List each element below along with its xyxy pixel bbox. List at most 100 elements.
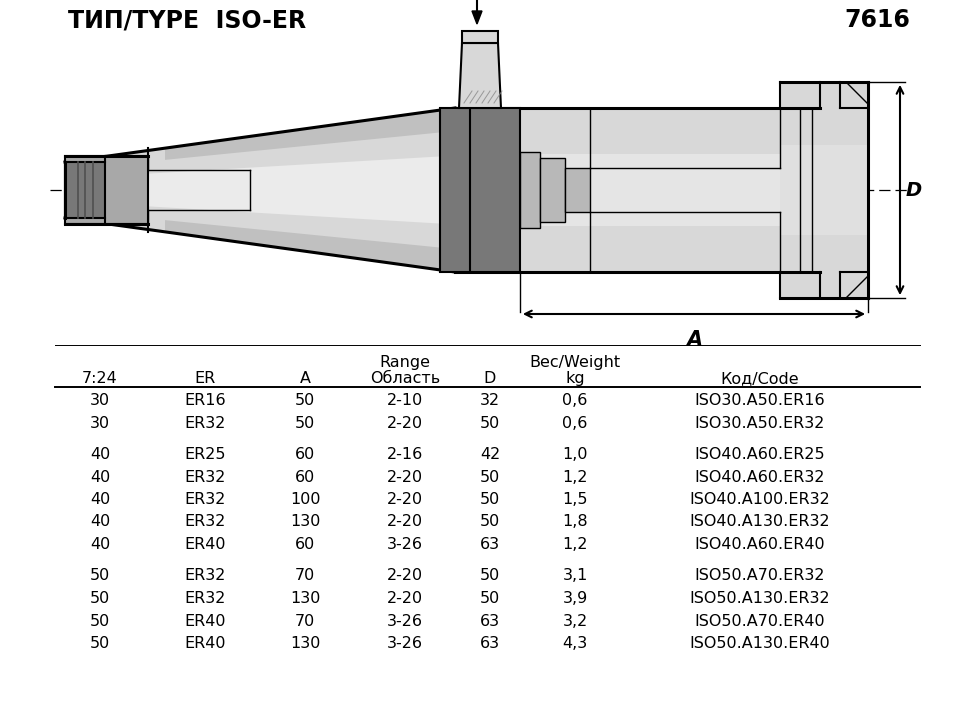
Text: 50: 50 xyxy=(480,515,500,529)
Text: 42: 42 xyxy=(480,447,500,462)
Text: 63: 63 xyxy=(480,613,500,629)
Text: ER32: ER32 xyxy=(184,515,226,529)
Polygon shape xyxy=(780,145,868,235)
Text: A: A xyxy=(300,371,310,386)
Text: 1,2: 1,2 xyxy=(563,537,588,552)
Text: 4,3: 4,3 xyxy=(563,636,588,651)
Text: 3,9: 3,9 xyxy=(563,591,588,606)
Text: 2-10: 2-10 xyxy=(387,393,423,408)
Text: ER25: ER25 xyxy=(184,447,226,462)
Text: 3,2: 3,2 xyxy=(563,613,588,629)
Text: 2-20: 2-20 xyxy=(387,492,423,507)
Text: 50: 50 xyxy=(90,613,110,629)
Polygon shape xyxy=(462,31,498,43)
Text: Range: Range xyxy=(379,355,430,370)
Text: ER16: ER16 xyxy=(184,393,226,408)
Polygon shape xyxy=(780,82,868,298)
Text: 60: 60 xyxy=(295,469,315,485)
Text: ER32: ER32 xyxy=(184,469,226,485)
Text: 2-16: 2-16 xyxy=(387,447,423,462)
Text: 2-20: 2-20 xyxy=(387,591,423,606)
Text: ER: ER xyxy=(194,371,216,386)
Polygon shape xyxy=(65,108,455,272)
Polygon shape xyxy=(565,168,590,212)
Text: ТИП/TYPE  ISO-ER: ТИП/TYPE ISO-ER xyxy=(68,8,306,32)
Text: ISO40.A60.ER25: ISO40.A60.ER25 xyxy=(695,447,826,462)
Polygon shape xyxy=(165,220,455,272)
Text: 2-20: 2-20 xyxy=(387,569,423,583)
Text: A: A xyxy=(686,330,702,350)
Text: ISO50.A70.ER40: ISO50.A70.ER40 xyxy=(695,613,826,629)
Text: D: D xyxy=(484,371,496,386)
Text: 0,6: 0,6 xyxy=(563,393,588,408)
Polygon shape xyxy=(70,156,455,225)
Text: ER40: ER40 xyxy=(184,636,226,651)
Polygon shape xyxy=(472,11,482,24)
Text: 70: 70 xyxy=(295,569,315,583)
Text: ISO40.A60.ER32: ISO40.A60.ER32 xyxy=(695,469,826,485)
Text: 50: 50 xyxy=(480,569,500,583)
Polygon shape xyxy=(65,156,148,224)
Text: ISO40.A60.ER40: ISO40.A60.ER40 xyxy=(695,537,826,552)
Text: 40: 40 xyxy=(90,515,110,529)
Text: ISO40.A100.ER32: ISO40.A100.ER32 xyxy=(689,492,830,507)
Text: 40: 40 xyxy=(90,469,110,485)
Text: ER32: ER32 xyxy=(184,492,226,507)
Text: 2-20: 2-20 xyxy=(387,415,423,431)
Text: 7:24: 7:24 xyxy=(83,371,118,386)
Text: 30: 30 xyxy=(90,415,110,431)
Text: ISO50.A130.ER40: ISO50.A130.ER40 xyxy=(689,636,830,651)
Text: 50: 50 xyxy=(480,415,500,431)
Text: Вес/Weight: Вес/Weight xyxy=(529,355,620,370)
Text: 40: 40 xyxy=(90,537,110,552)
Text: 1,5: 1,5 xyxy=(563,492,588,507)
Text: 2-20: 2-20 xyxy=(387,469,423,485)
Text: 60: 60 xyxy=(295,447,315,462)
Text: 3,1: 3,1 xyxy=(563,569,588,583)
Text: 50: 50 xyxy=(90,569,110,583)
Text: ISO30.A50.ER32: ISO30.A50.ER32 xyxy=(695,415,826,431)
Text: ER32: ER32 xyxy=(184,569,226,583)
Text: 50: 50 xyxy=(90,591,110,606)
Text: ER32: ER32 xyxy=(184,415,226,431)
Text: 60: 60 xyxy=(295,537,315,552)
Text: 70: 70 xyxy=(295,613,315,629)
Text: ER40: ER40 xyxy=(184,537,226,552)
Text: 50: 50 xyxy=(480,469,500,485)
Text: 130: 130 xyxy=(290,515,321,529)
Text: 63: 63 xyxy=(480,537,500,552)
Text: 3-26: 3-26 xyxy=(387,537,423,552)
Polygon shape xyxy=(455,108,820,272)
Text: 3-26: 3-26 xyxy=(387,613,423,629)
Text: 50: 50 xyxy=(90,636,110,651)
Text: 50: 50 xyxy=(295,393,315,408)
Text: 3-26: 3-26 xyxy=(387,636,423,651)
Text: D: D xyxy=(906,181,923,199)
Text: 0,6: 0,6 xyxy=(563,415,588,431)
Text: 40: 40 xyxy=(90,492,110,507)
Text: 100: 100 xyxy=(290,492,321,507)
Polygon shape xyxy=(520,152,540,228)
Text: ISO50.A70.ER32: ISO50.A70.ER32 xyxy=(695,569,826,583)
Text: 130: 130 xyxy=(290,591,321,606)
Text: Область: Область xyxy=(370,371,440,386)
Text: ISO50.A130.ER32: ISO50.A130.ER32 xyxy=(689,591,830,606)
Text: 50: 50 xyxy=(480,492,500,507)
Text: 40: 40 xyxy=(90,447,110,462)
Text: ISO30.A50.ER16: ISO30.A50.ER16 xyxy=(695,393,826,408)
Text: 30: 30 xyxy=(90,393,110,408)
Polygon shape xyxy=(65,162,105,218)
Text: 63: 63 xyxy=(480,636,500,651)
Text: ER32: ER32 xyxy=(184,591,226,606)
Text: 1,2: 1,2 xyxy=(563,469,588,485)
Polygon shape xyxy=(459,43,501,108)
Text: kg: kg xyxy=(565,371,585,386)
Text: ER40: ER40 xyxy=(184,613,226,629)
Polygon shape xyxy=(455,108,520,272)
Polygon shape xyxy=(540,158,565,222)
Text: 1,0: 1,0 xyxy=(563,447,588,462)
Polygon shape xyxy=(440,108,470,272)
Text: 7616: 7616 xyxy=(844,8,910,32)
Text: 50: 50 xyxy=(295,415,315,431)
Polygon shape xyxy=(165,108,455,160)
